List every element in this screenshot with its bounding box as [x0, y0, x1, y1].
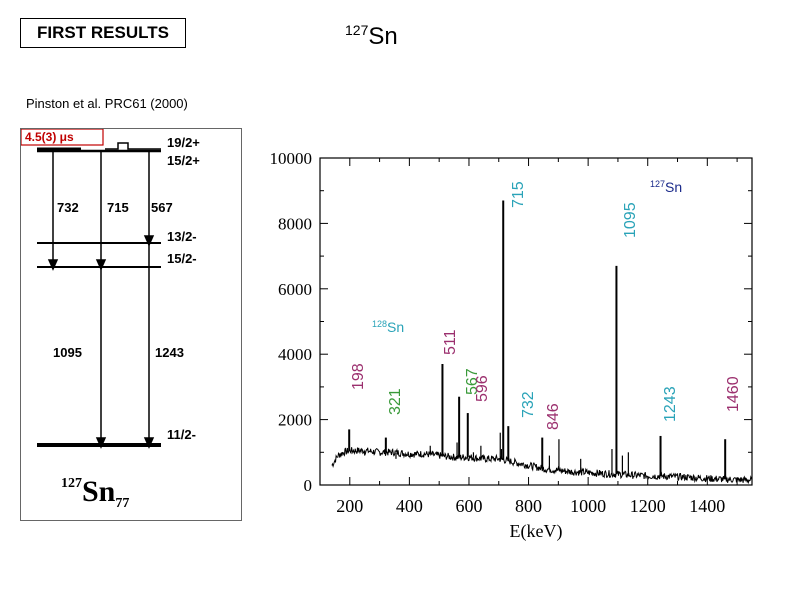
- y-tick-label: 10000: [270, 149, 313, 168]
- transition-arrowhead-715: [95, 259, 107, 271]
- transition-label-732: 732: [57, 200, 79, 215]
- annotation-127sn: 127Sn: [650, 179, 682, 195]
- y-tick-label: 6000: [278, 280, 312, 299]
- transition-arrowhead-1095: [95, 437, 107, 449]
- slide-title: FIRST RESULTS: [37, 23, 169, 42]
- x-tick-label: 1200: [630, 496, 666, 516]
- peak-label-1243: 1243: [662, 386, 679, 422]
- level-scheme-panel: 4.5(3) μs 19/2+ 15/2+ 13/2- 15/2- 11/2-: [20, 128, 242, 521]
- level-label-11-2: 11/2-: [167, 427, 196, 442]
- annotation-127sn-symbol: Sn: [665, 179, 682, 195]
- y-tick-label: 8000: [278, 214, 312, 233]
- level-label-15-2-minus: 15/2-: [167, 251, 197, 266]
- transition-label-1095: 1095: [53, 345, 82, 360]
- transition-arrowhead-567: [143, 235, 155, 247]
- peak-label-511: 511: [442, 329, 459, 355]
- title-box: FIRST RESULTS: [20, 18, 186, 48]
- level-scheme-diagram: 4.5(3) μs 19/2+ 15/2+ 13/2- 15/2- 11/2-: [20, 128, 200, 511]
- reference-citation: Pinston et al. PRC61 (2000): [26, 96, 188, 111]
- transition-label-567: 567: [151, 200, 173, 215]
- gamma-spectrum-chart: 0 2000 4000 6000 8000 10000 200 400 600 800 1000 12…: [270, 149, 753, 542]
- transition-label-bg-732: [55, 199, 91, 215]
- spectrum-background: [331, 447, 753, 485]
- isomer-label-box: [20, 128, 104, 146]
- y-tick-label: 4000: [278, 345, 312, 364]
- peak-label-1460: 1460: [725, 376, 742, 412]
- y-tick-label: 2000: [278, 411, 312, 430]
- isomer-halflife: 4.5(3) μs: [25, 130, 74, 144]
- peak-label-567: 567: [464, 368, 481, 395]
- transition-arrowhead-732: [47, 259, 59, 271]
- peak-label-1095: 1095: [622, 202, 639, 238]
- level-label-19-2: 19/2+: [167, 135, 200, 150]
- x-tick-label: 800: [515, 496, 542, 516]
- level-label-15-2-plus: 15/2+: [167, 153, 200, 168]
- x-tick-label: 1400: [689, 496, 725, 516]
- peak-label-596: 596: [474, 375, 491, 402]
- level-19-2-bump: [105, 142, 144, 150]
- annotation-127sn-mass: 127: [650, 179, 665, 189]
- transition-arrowhead-1243: [143, 437, 155, 449]
- main-isotope-element: Sn: [368, 23, 398, 50]
- main-isotope-mass: 127: [345, 22, 369, 38]
- annotation-128sn-symbol: Sn: [387, 319, 404, 335]
- x-axis-label: E(keV): [510, 521, 563, 542]
- y-tick-label: 0: [304, 476, 313, 495]
- peak-label-198: 198: [350, 363, 367, 390]
- annotation-128sn-mass: 128: [372, 319, 387, 329]
- level-label-13-2: 13/2-: [167, 229, 197, 244]
- main-isotope-label: 127Sn: [345, 22, 398, 51]
- peak-label-715: 715: [510, 181, 527, 208]
- annotation-128sn: 128Sn: [372, 319, 404, 335]
- x-tick-label: 400: [396, 496, 423, 516]
- x-tick-label: 600: [455, 496, 482, 516]
- peak-label-732: 732: [520, 391, 537, 418]
- transition-label-bg-715: [105, 199, 141, 215]
- peak-label-846: 846: [545, 403, 562, 430]
- nucleus-label: 127Sn77: [61, 475, 129, 511]
- peak-label-321: 321: [387, 388, 404, 415]
- transition-label-715: 715: [107, 200, 129, 215]
- transition-label-1243: 1243: [155, 345, 184, 360]
- x-tick-label: 200: [336, 496, 363, 516]
- x-tick-label: 1000: [570, 496, 606, 516]
